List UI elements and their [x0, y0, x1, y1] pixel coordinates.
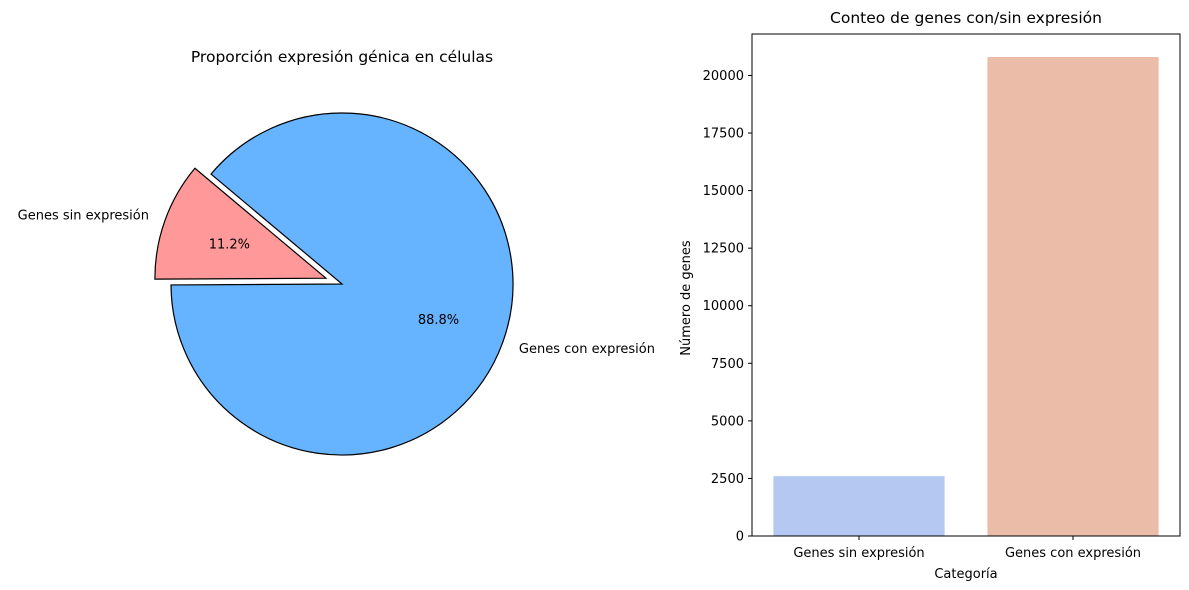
pie-chart-title: Proporción expresión génica en células [191, 48, 493, 66]
bar-axes: Genes sin expresión Genes con expresión 0 2… [703, 33, 1181, 561]
y-axis-label: Número de genes [679, 240, 694, 356]
bar-1 [987, 57, 1159, 536]
y-tick-label-4: 10000 [703, 299, 744, 314]
plot-frame [751, 33, 1181, 537]
pie-slice-percent-1: 88.8% [418, 313, 459, 328]
pie-slice-label-1: Genes con expresión [519, 342, 655, 357]
x-tick-label-0: Genes sin expresión [793, 546, 924, 561]
bar-0 [773, 476, 945, 536]
x-axis-label: Categoría [934, 567, 997, 582]
y-tick-label-5: 12500 [703, 242, 744, 257]
y-tick-label-8: 20000 [703, 69, 744, 84]
y-tick-label-3: 7500 [711, 357, 744, 372]
pie-slice-percent-0: 11.2% [209, 237, 250, 252]
pie-slices [154, 112, 514, 456]
pie-slice-1 [170, 112, 514, 456]
x-tick-label-1: Genes con expresión [1005, 546, 1141, 561]
bar-chart-title: Conteo de genes con/sin expresión [830, 9, 1102, 27]
pie-slice-label-0: Genes sin expresión [18, 208, 149, 223]
pie-labels: 11.2% Genes sin expresión 88.8% Genes con e… [18, 208, 655, 356]
y-tick-label-0: 0 [736, 530, 744, 545]
y-tick-label-2: 5000 [711, 414, 744, 429]
pie-chart: Proporción expresión génica en células 1… [18, 48, 655, 456]
bar-chart: Conteo de genes con/sin expresión Genes … [679, 9, 1181, 582]
y-tick-label-1: 2500 [711, 472, 744, 487]
y-tick-label-7: 17500 [703, 127, 744, 142]
y-tick-label-6: 15000 [703, 184, 744, 199]
bar-marks [773, 57, 1159, 536]
pie-slice-0 [154, 167, 328, 280]
